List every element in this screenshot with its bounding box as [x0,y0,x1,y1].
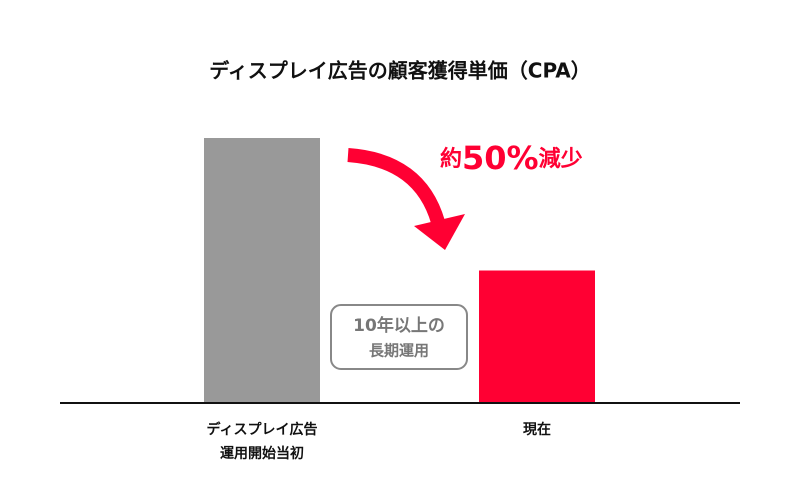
badge-line: 10年以上の [353,315,445,336]
arrow-shaft [347,148,445,225]
bar [204,138,320,403]
badge-line: 長期運用 [369,342,429,360]
badge-box [330,304,468,370]
annotation-part: 50% [462,139,539,177]
bar [479,270,595,403]
annotation-part: 減少 [539,147,583,172]
annotation: 約50%減少 [440,139,583,177]
arrow-head [414,214,465,250]
annotation-part: 約 [440,146,462,172]
x-tick-label: 現在 [523,422,551,438]
x-tick-label: ディスプレイ広告 運用開始当初 [206,422,318,462]
chart-title: ディスプレイ広告の顧客獲得単価（CPA） [209,59,591,83]
